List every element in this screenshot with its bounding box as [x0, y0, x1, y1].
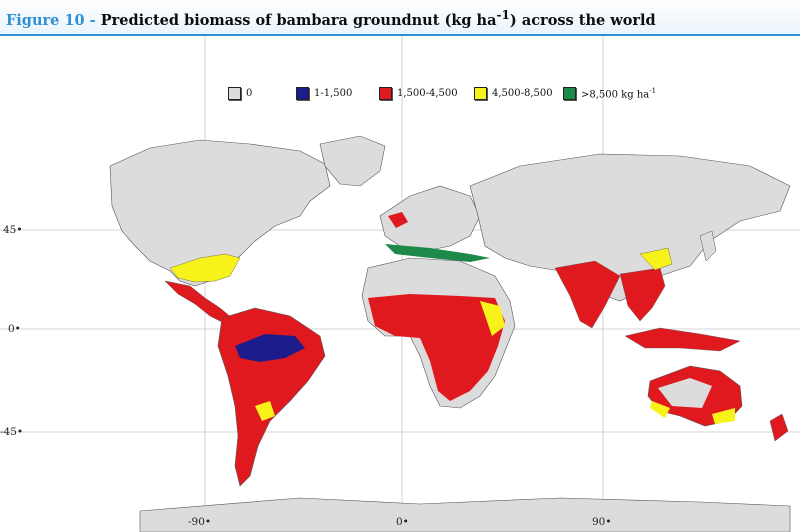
x-tick-0: 0• [396, 516, 409, 528]
map-legend: 0 1-1,500 1,500-4,500 4,500-8,500 >8,500… [0, 87, 800, 109]
new-zealand-land [769, 413, 789, 442]
legend-swatch-over-8500 [563, 87, 576, 101]
central-america-land [164, 280, 233, 325]
world-map-panel: 45• 0• -45• -90• 0• 90• [0, 36, 800, 532]
europe-land [379, 185, 481, 252]
legend-label-1500-4500: 1,500-4,500 [397, 88, 458, 99]
legend-label-zero: 0 [246, 88, 253, 99]
antarctica-land [139, 497, 791, 532]
legend-swatch-zero [228, 87, 241, 100]
europe-red-zone [388, 212, 408, 228]
figure-title-sup: -1 [496, 8, 510, 22]
legend-item-over-8500: >8,500 kg ha-1 [563, 87, 656, 100]
greenland-land [319, 135, 386, 187]
figure-title-end: ) across the world [509, 11, 656, 29]
south-america-yellow [255, 401, 275, 421]
legend-item-4500-8500: 4,500-8,500 [474, 87, 553, 100]
southeast-asia-red [619, 267, 666, 322]
india-red-zone [554, 260, 621, 329]
y-tick-0: 0• [8, 323, 21, 335]
legend-label-4500-8500: 4,500-8,500 [492, 88, 553, 99]
y-tick-45: 45• [3, 224, 23, 236]
figure-title: Figure 10 - Predicted biomass of bambara… [6, 8, 656, 29]
mediterranean-green [385, 244, 490, 262]
legend-item-1-1500: 1-1,500 [296, 87, 352, 100]
north-america-land [109, 139, 331, 287]
china-yellow-zone [639, 247, 673, 271]
x-tick-minus90: -90• [188, 516, 212, 528]
figure-number: Figure 10 - [6, 11, 96, 29]
usa-yellow-zone [169, 253, 241, 283]
legend-label-1-1500: 1-1,500 [314, 88, 353, 99]
legend-swatch-1500-4500 [379, 87, 392, 100]
indonesia-red [624, 327, 741, 352]
x-tick-90: 90• [592, 516, 612, 528]
africa-red-zone [368, 294, 505, 401]
world-map [0, 36, 800, 532]
africa-yellow-zone [480, 301, 505, 336]
australia-yellow-zone [650, 401, 735, 424]
japan-land [699, 230, 717, 262]
y-tick-minus45: -45• [0, 426, 24, 438]
legend-label-over-8500: >8,500 kg ha-1 [581, 87, 657, 101]
legend-swatch-1-1500 [296, 87, 309, 100]
legend-swatch-4500-8500 [474, 87, 487, 100]
figure-title-bar: Figure 10 - Predicted biomass of bambara… [0, 0, 800, 36]
legend-item-zero: 0 [228, 87, 252, 100]
figure-title-main: Predicted biomass of bambara groundnut (… [100, 11, 497, 29]
legend-item-1500-4500: 1,500-4,500 [379, 87, 458, 100]
australia-zero-zone [658, 378, 712, 408]
amazon-blue-zone [235, 334, 305, 362]
